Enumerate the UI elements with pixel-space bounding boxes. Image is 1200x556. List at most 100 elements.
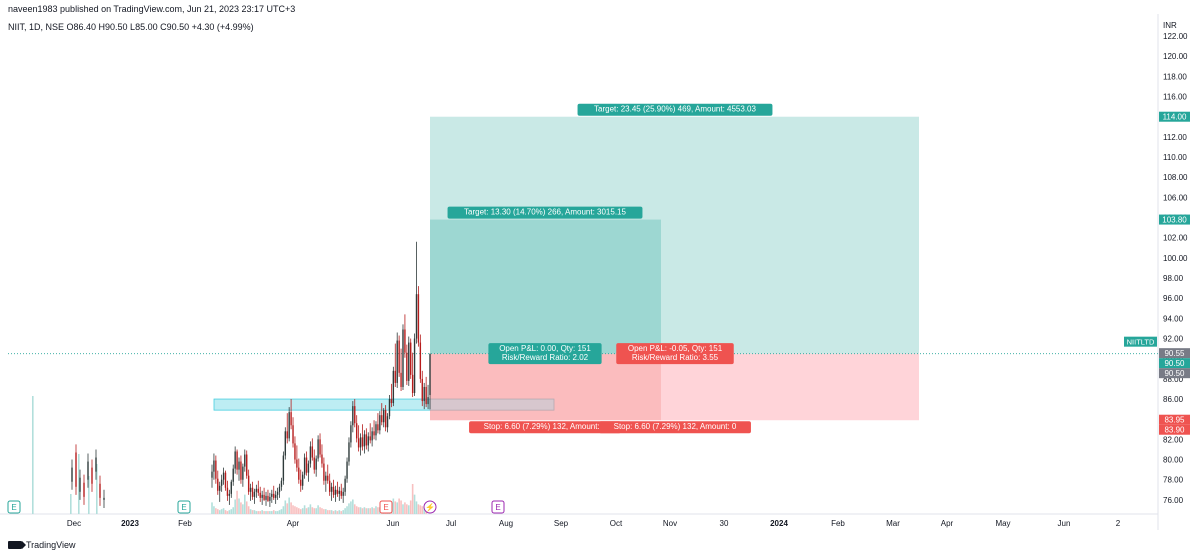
candle-body <box>257 488 260 493</box>
price-tag-text: 90.55 <box>1164 349 1185 358</box>
volume-bar <box>398 498 400 514</box>
position-1-stop-label-text: Stop: 6.60 (7.29%) 132, Amount: 0 <box>614 422 737 431</box>
time-tick-label: Apr <box>941 519 954 528</box>
event-marker: E <box>491 500 505 514</box>
volume-bar <box>226 511 229 514</box>
price-tick-label: 88.00 <box>1163 375 1184 384</box>
candle-body <box>336 489 339 494</box>
volume-bar <box>336 511 339 514</box>
price-tick-label: 100.00 <box>1163 254 1188 263</box>
currency-label: INR <box>1163 21 1177 30</box>
candle-body <box>307 463 310 473</box>
price-tag-bg <box>1159 414 1190 425</box>
price-tag: 90.55 <box>1159 348 1190 359</box>
published-caption: naveen1983 published on TradingView.com,… <box>8 4 296 14</box>
candle-body <box>423 386 425 402</box>
position-1-target-label-bg <box>577 103 773 116</box>
price-tick-label: 78.00 <box>1163 476 1184 485</box>
event-marker-bg <box>423 500 437 514</box>
candle-body <box>230 481 232 494</box>
volume-bar <box>299 509 302 514</box>
candle-body <box>429 353 431 396</box>
price-tag-bg <box>1159 348 1190 359</box>
price-tick-label: 122.00 <box>1163 32 1188 41</box>
position-labels: Target: 23.45 (25.90%) 469, Amount: 4553… <box>447 103 773 434</box>
candle-body <box>419 342 422 379</box>
candle-body <box>319 439 321 455</box>
price-tick-label: 110.00 <box>1163 153 1187 162</box>
candle-body <box>240 461 242 480</box>
time-tick-label: 2023 <box>121 519 139 528</box>
volume-bar <box>350 501 352 514</box>
volume-bar <box>228 510 231 514</box>
volume-bar <box>288 497 290 514</box>
candle-body <box>348 442 350 462</box>
candle-body <box>402 329 404 387</box>
volume-bar <box>332 511 335 514</box>
volume-bar <box>394 501 397 514</box>
volume-bar <box>286 503 289 514</box>
event-marker: E <box>379 500 393 514</box>
candle-body <box>222 472 225 480</box>
position-2-pnl-label-text: Open P&L: 0.00, Qty: 151 <box>499 344 591 353</box>
volume-bar <box>303 505 306 514</box>
symbol-tag-bg <box>1124 336 1157 347</box>
event-marker-bg <box>491 500 505 514</box>
volume-bar <box>88 476 90 514</box>
price-tag-text: 83.95 <box>1164 416 1185 425</box>
volume-bar <box>421 506 424 514</box>
volume-bar <box>369 508 371 514</box>
candle-body <box>388 399 391 417</box>
volume-bar <box>282 506 285 514</box>
candle-body <box>357 438 360 448</box>
candle-body <box>411 374 414 393</box>
candle-body <box>390 399 393 404</box>
long-position-2-target-zone <box>430 219 661 354</box>
candle-body <box>228 493 231 496</box>
candle-body <box>332 486 335 495</box>
candle-body <box>276 491 279 495</box>
candle-body <box>400 372 402 387</box>
volume-bar <box>292 505 294 514</box>
event-marker-bg <box>7 500 21 514</box>
time-tick-label: 2 <box>1116 519 1121 528</box>
candle-body <box>278 486 281 492</box>
candle-body <box>375 424 377 436</box>
price-axis: INR76.0078.0080.0082.0084.0086.0088.0090… <box>1124 21 1190 505</box>
volume-bar <box>423 506 426 514</box>
volume-bar <box>259 511 262 514</box>
volume-bar <box>211 502 213 514</box>
price-tag: 90.50 <box>1159 368 1190 379</box>
candle-body <box>284 431 287 456</box>
candle-body <box>365 434 368 446</box>
position-1-pnl-label-bg <box>616 343 734 365</box>
volume-bar <box>319 507 321 514</box>
volume-bar <box>216 509 219 514</box>
price-tag-text: 114.00 <box>1163 113 1187 122</box>
volume-bar <box>305 508 308 514</box>
volume-bar <box>269 511 271 514</box>
support-zone-rectangle <box>213 398 431 411</box>
candle-body <box>234 451 236 469</box>
candle-body <box>367 436 369 446</box>
price-tick-label: 98.00 <box>1163 274 1184 283</box>
candle-body <box>321 454 323 464</box>
chart-grid <box>0 14 1159 530</box>
candle-body <box>91 467 93 484</box>
time-tick-label: Mar <box>886 519 900 528</box>
candle-body <box>323 463 325 481</box>
volume-bar <box>323 509 325 514</box>
candle-body <box>103 497 105 500</box>
price-tick-label: 82.00 <box>1163 435 1184 444</box>
volume-bar <box>249 509 252 514</box>
volume-bar <box>321 508 323 514</box>
volume-bar <box>344 508 346 514</box>
price-tick-label: 106.00 <box>1163 193 1188 202</box>
candle-body <box>244 454 246 467</box>
volume-bar <box>377 507 379 514</box>
candle-body <box>247 475 250 492</box>
volume-bar <box>230 509 233 514</box>
candle-body <box>338 490 341 494</box>
